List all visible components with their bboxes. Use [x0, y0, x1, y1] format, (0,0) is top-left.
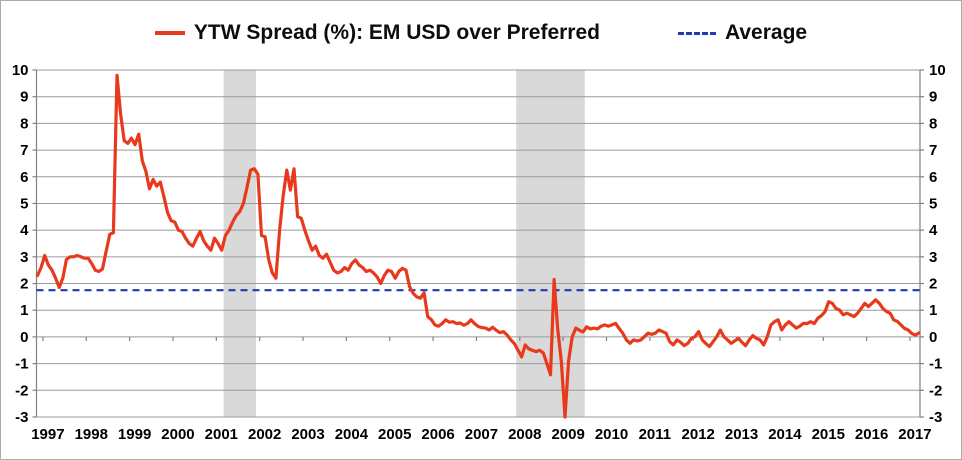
svg-text:2: 2 — [929, 276, 937, 293]
svg-text:2: 2 — [20, 276, 28, 293]
svg-text:1998: 1998 — [75, 426, 108, 443]
legend-item-series: YTW Spread (%): EM USD over Preferred — [154, 21, 600, 45]
series-line-swatch-icon — [154, 31, 185, 35]
svg-text:3: 3 — [929, 249, 937, 266]
x-axis-labels: 1997 1998 1999 2000 2001 2002 2003 2004 2005 2006… — [31, 426, 931, 443]
svg-text:-2: -2 — [929, 382, 942, 399]
svg-text:2006: 2006 — [421, 426, 454, 443]
svg-text:2017: 2017 — [898, 426, 931, 443]
svg-text:1: 1 — [20, 302, 28, 319]
svg-text:5: 5 — [929, 195, 937, 212]
svg-text:-1: -1 — [929, 356, 942, 373]
svg-text:9: 9 — [929, 89, 937, 106]
legend-average-label: Average — [724, 21, 808, 44]
year-ticks — [42, 336, 911, 341]
svg-text:9: 9 — [20, 89, 28, 106]
svg-text:2012: 2012 — [682, 426, 715, 443]
svg-text:10: 10 — [929, 62, 946, 79]
svg-text:2004: 2004 — [335, 426, 369, 443]
svg-text:-3: -3 — [15, 409, 28, 426]
svg-text:3: 3 — [20, 249, 28, 266]
legend-item-average: Average — [677, 21, 808, 45]
chart-legend: YTW Spread (%): EM USD over Preferred Av… — [1, 17, 961, 49]
svg-text:6: 6 — [20, 169, 28, 186]
svg-text:8: 8 — [20, 115, 28, 132]
svg-text:2008: 2008 — [508, 426, 541, 443]
svg-text:2009: 2009 — [551, 426, 584, 443]
svg-text:7: 7 — [929, 142, 937, 159]
svg-text:2007: 2007 — [465, 426, 498, 443]
svg-text:8: 8 — [929, 115, 937, 132]
svg-text:2010: 2010 — [595, 426, 628, 443]
svg-text:1999: 1999 — [118, 426, 151, 443]
svg-text:2003: 2003 — [291, 426, 324, 443]
svg-text:2005: 2005 — [378, 426, 411, 443]
svg-text:0: 0 — [20, 329, 28, 346]
average-dashed-swatch-icon — [677, 31, 716, 35]
svg-text:-1: -1 — [15, 356, 28, 373]
svg-text:2000: 2000 — [161, 426, 194, 443]
svg-text:-3: -3 — [929, 409, 942, 426]
svg-text:2015: 2015 — [812, 426, 845, 443]
svg-text:2002: 2002 — [248, 426, 281, 443]
svg-text:2001: 2001 — [205, 426, 238, 443]
svg-text:4: 4 — [929, 222, 938, 239]
svg-text:-2: -2 — [15, 382, 28, 399]
svg-text:7: 7 — [20, 142, 28, 159]
svg-text:4: 4 — [20, 222, 29, 239]
svg-text:2011: 2011 — [639, 426, 672, 443]
svg-text:6: 6 — [929, 169, 937, 186]
axes — [32, 69, 924, 418]
svg-text:2013: 2013 — [725, 426, 758, 443]
svg-text:1997: 1997 — [31, 426, 64, 443]
gridlines — [36, 69, 920, 418]
svg-text:1: 1 — [929, 302, 937, 319]
legend-series-label: YTW Spread (%): EM USD over Preferred — [193, 21, 600, 44]
svg-text:0: 0 — [929, 329, 937, 346]
svg-text:2014: 2014 — [768, 426, 802, 443]
series-line — [35, 73, 921, 419]
recession-bands — [223, 70, 585, 417]
svg-text:10: 10 — [12, 62, 29, 79]
svg-text:5: 5 — [20, 195, 28, 212]
svg-text:2016: 2016 — [855, 426, 888, 443]
